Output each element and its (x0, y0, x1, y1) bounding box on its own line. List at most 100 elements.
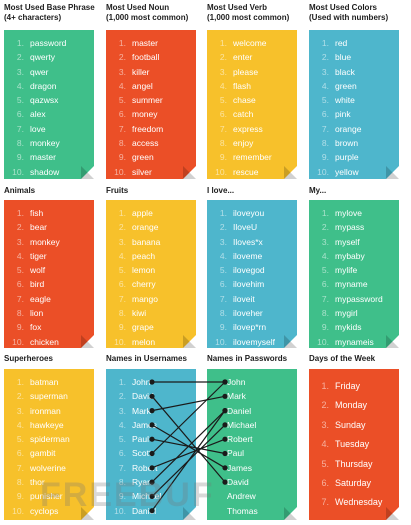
list-item: 3. qwer (8, 65, 94, 79)
list-item-text: red (335, 38, 348, 48)
list-item-text: qwerty (30, 52, 56, 63)
list-item-number: 8. (118, 138, 126, 149)
list-item-number: 1. (321, 38, 329, 48)
list-item-text: mypass (335, 222, 365, 233)
list-item-number: 9. (16, 491, 24, 502)
list-item-number: 1. (219, 208, 227, 218)
list-item: David (227, 475, 297, 489)
list-item-number: 3. (219, 66, 227, 77)
list-item-number: 4. (16, 80, 24, 91)
list-item: 6. Scott (110, 446, 196, 460)
list-item-text: Scott (132, 448, 152, 459)
list-item-text: apple (132, 208, 153, 218)
list-item: 4. Tuesday (313, 435, 399, 454)
list-item: 4. angel (110, 79, 196, 93)
list-item-number: 5. (321, 458, 329, 469)
list-item-number: 5. (16, 434, 24, 445)
my-title-line: My... (309, 186, 327, 195)
list-item: 3. Sunday (313, 416, 399, 435)
list-item: 6. Saturday (313, 474, 399, 493)
passwords-title: Names in Passwords (207, 354, 287, 364)
list-item: Mark (227, 389, 297, 403)
list-item-text: killer (132, 66, 150, 77)
list-item-text: yellow (335, 166, 359, 177)
list-item-text: access (132, 138, 159, 149)
list-item: 4. flash (211, 79, 297, 93)
list-item: 5. Thursday (313, 455, 399, 474)
list-item: 2. orange (110, 220, 196, 234)
list-item-text: qazwsx (30, 95, 59, 106)
list-item-text: summer (132, 95, 163, 106)
list-item-number: 1. (16, 38, 24, 48)
list-item-text: peach (132, 250, 156, 261)
connection-dot (149, 393, 155, 399)
list-item: 6. cherry (110, 277, 196, 291)
colors-list: 1. red 2. blue 3. black 4. green 5. white 6. pink 7.… (309, 30, 399, 179)
list-item-text: wolf (30, 265, 46, 276)
list-item: 8. lion (8, 306, 94, 320)
list-item-number: 4. (118, 419, 126, 430)
list-item: 4. James (110, 418, 196, 432)
list-item: 9. purple (313, 150, 399, 164)
list-item: John (227, 375, 297, 389)
list-item-number: 1. (118, 208, 126, 218)
list-item: 4. green (313, 79, 399, 93)
list-item: 5. spiderman (8, 432, 94, 446)
list-item-number: 8. (219, 138, 227, 149)
list-item: 6. gambit (8, 446, 94, 460)
list-item-number: 9. (118, 491, 126, 502)
connection-dot (149, 436, 155, 442)
list-item-number: 10. (114, 166, 126, 177)
list-item-text: mygirl (335, 308, 358, 319)
list-item-text: monkey (30, 236, 60, 247)
list-item: 8. enjoy (211, 136, 297, 150)
list-item-text: mypassword (335, 293, 383, 304)
page-corner-shadow (81, 166, 94, 179)
list-item-number: 2. (16, 391, 24, 402)
page-corner-shadow (183, 507, 196, 520)
list-item: 9. fox (8, 320, 94, 334)
passwords-card: John Mark Daniel Michael Robert Paul James Davi… (207, 369, 297, 520)
page-corner-fold (81, 166, 94, 179)
list-item-number: 4. (16, 250, 24, 261)
list-item-text: thor (30, 477, 45, 488)
list-item: 4. tiger (8, 249, 94, 263)
list-item-text: please (233, 66, 259, 77)
list-item: 8. iloveher (211, 306, 297, 320)
heroes-title-line: Superheroes (4, 354, 53, 363)
list-item: Robert (227, 432, 297, 446)
list-item: 5. Paul (110, 432, 196, 446)
page-corner-shadow (284, 166, 297, 179)
list-item: 10. mynameis (313, 335, 399, 348)
list-item-text: Mark (227, 391, 246, 402)
list-item-number: 6. (118, 279, 126, 290)
colors-title-line: (Used with numbers) (309, 13, 389, 22)
list-item-text: chase (233, 95, 256, 106)
list-item-text: Paul (227, 448, 245, 459)
list-item: 5. white (313, 93, 399, 107)
list-item-text: Michael (132, 491, 162, 502)
list-item-number: 1. (118, 377, 126, 387)
list-item-number: 2. (118, 222, 126, 233)
list-item-number: 8. (321, 138, 329, 149)
list-item-text: gambit (30, 448, 56, 459)
list-item-number: 5. (321, 265, 329, 276)
list-item-number: 10. (317, 336, 329, 347)
list-item-number: 2. (118, 52, 126, 63)
animals-title: Animals (4, 186, 35, 196)
passwords-list: John Mark Daniel Michael Robert Paul James Davi… (207, 369, 297, 518)
list-item-number: 2. (321, 222, 329, 233)
list-item: 8. thor (8, 475, 94, 489)
list-item-text: melon (132, 336, 156, 347)
list-item-text: Andrew (227, 491, 256, 502)
list-item-text: superman (30, 391, 68, 402)
list-item-number: 4. (219, 80, 227, 91)
list-item-text: purple (335, 152, 359, 163)
list-item-number: 7. (118, 123, 126, 134)
list-item-number: 8. (118, 477, 126, 488)
list-item-text: master (132, 38, 158, 48)
list-item: 10. Daniel (110, 504, 196, 518)
list-item: 10. ilovemyself (211, 335, 297, 348)
list-item: 9. grape (110, 320, 196, 334)
list-item: 1. password (8, 36, 94, 50)
